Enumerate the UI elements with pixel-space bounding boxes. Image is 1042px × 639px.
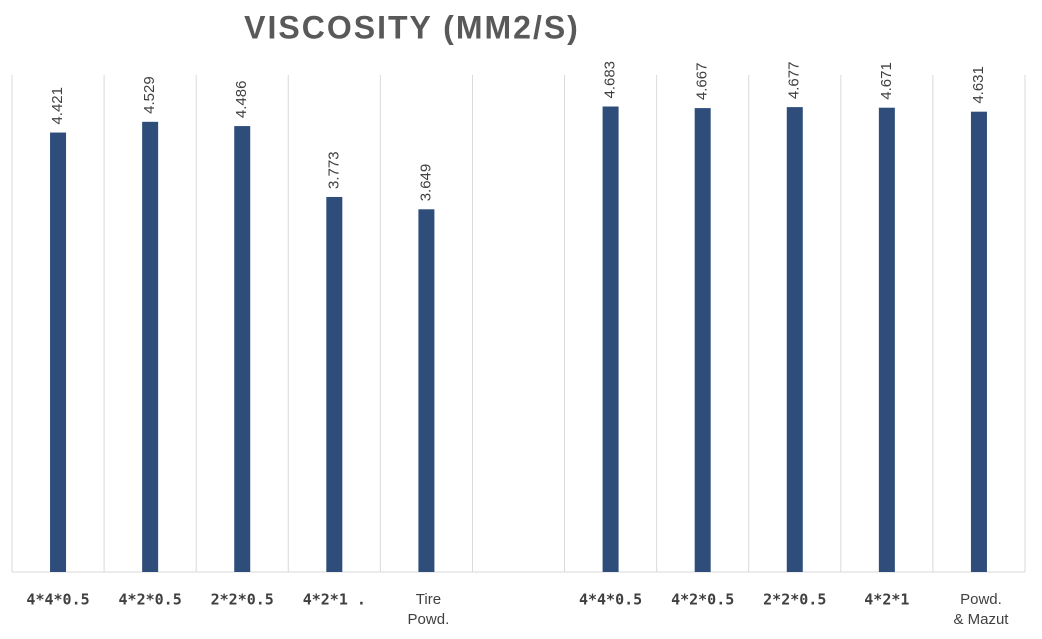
- x-tick-label: 4*2*0.5: [671, 591, 734, 609]
- bar: [878, 107, 895, 572]
- bar: [970, 111, 987, 573]
- x-tick-label: Tire: [416, 591, 441, 608]
- data-label: 4.683: [602, 61, 619, 99]
- data-label: 4.421: [49, 87, 66, 125]
- data-label: 3.649: [417, 164, 434, 202]
- data-label: 4.671: [878, 62, 895, 100]
- bar: [602, 106, 619, 572]
- x-tick-label: Powd.: [960, 591, 1002, 608]
- bar: [326, 196, 343, 572]
- x-tick-label: 4*2*0.5: [119, 591, 182, 609]
- bar: [694, 108, 711, 573]
- bar: [418, 209, 435, 572]
- x-tick-label: 4*4*0.5: [579, 591, 642, 609]
- x-tick-label: 4*4*0.5: [26, 591, 89, 609]
- x-tick-label: & Mazut: [953, 611, 1009, 628]
- bar: [50, 132, 67, 572]
- bar: [234, 126, 251, 572]
- data-label: 3.773: [325, 151, 342, 189]
- x-tick-label: 4*2*1: [864, 591, 909, 609]
- data-label: 4.486: [233, 81, 250, 119]
- x-tick-label: 4*2*1 .: [303, 591, 366, 609]
- data-label: 4.529: [141, 76, 158, 114]
- data-label: 4.667: [694, 63, 711, 101]
- data-label: 4.677: [786, 62, 803, 100]
- chart-title: VISCOSITY (MM2/S): [244, 9, 580, 45]
- x-tick-label: Powd.: [408, 611, 450, 628]
- bar: [142, 121, 159, 573]
- data-label: 4.631: [970, 66, 987, 104]
- x-tick-label: 2*2*0.5: [211, 591, 274, 609]
- bar: [786, 107, 803, 572]
- x-tick-label: 2*2*0.5: [763, 591, 826, 609]
